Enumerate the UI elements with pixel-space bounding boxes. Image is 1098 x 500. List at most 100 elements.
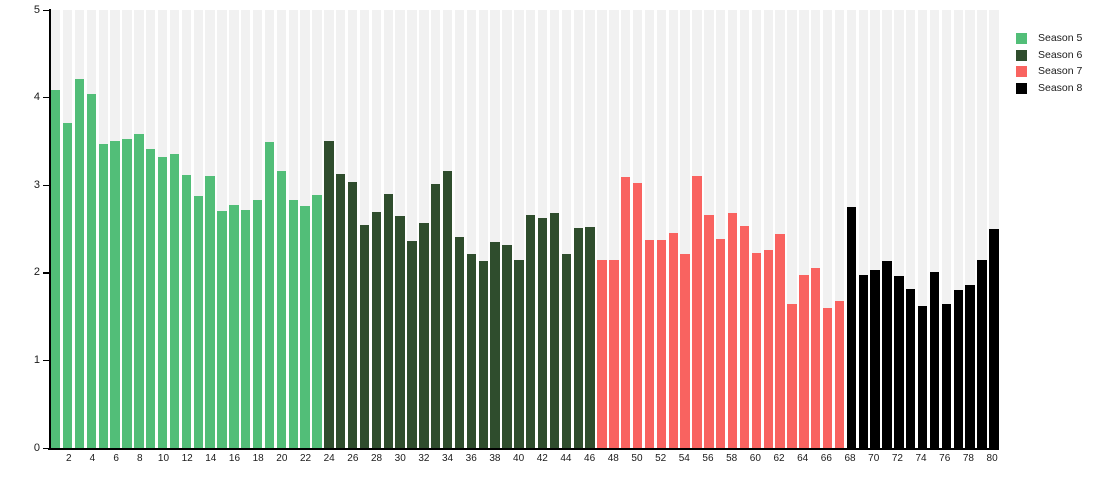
rating-bar-ep-22 (300, 206, 310, 448)
x-tick-label: 12 (181, 453, 193, 464)
legend-label: Season 6 (1038, 48, 1083, 61)
bar-slot (383, 10, 393, 448)
x-tick-label: 10 (157, 453, 170, 464)
rating-bar-ep-45 (573, 228, 583, 448)
rating-bar-ep-53 (668, 232, 678, 448)
y-tick-mark (43, 97, 49, 99)
bar-slot (609, 10, 619, 448)
bar-slot (549, 10, 560, 448)
bar-slot (668, 10, 678, 448)
y-tick-mark (43, 184, 49, 186)
bar-slot (395, 10, 405, 448)
rating-bar-ep-40 (514, 259, 524, 448)
rating-bar-ep-50 (632, 183, 643, 448)
x-tick-label: 60 (749, 453, 761, 464)
bar-slot (312, 10, 322, 448)
x-tick-label: 62 (773, 453, 785, 464)
bar-slot (205, 10, 215, 448)
bar-slot (526, 10, 536, 448)
bar-slot (882, 10, 892, 448)
y-tick-label: 4 (33, 91, 40, 104)
bar-slot (870, 10, 880, 448)
bar-slot (632, 10, 643, 448)
rating-bar-ep-36 (466, 254, 477, 448)
bar-slot (229, 10, 239, 448)
bar-slot (941, 10, 952, 448)
legend-label: Season 7 (1038, 65, 1083, 78)
bar-slot (122, 10, 132, 448)
rating-bar-ep-12 (181, 174, 192, 448)
rating-bar-ep-18 (252, 200, 263, 448)
legend-item-season-5: Season 5 (1016, 33, 1082, 45)
bar-slot (51, 10, 61, 448)
bar-slot (704, 10, 714, 448)
bar-slot (419, 10, 429, 448)
bar-slot (656, 10, 667, 448)
rating-bar-ep-26 (347, 181, 358, 448)
legend-item-season-6: Season 6 (1016, 48, 1083, 62)
bar-slot (858, 10, 868, 448)
bar-slot (834, 10, 845, 448)
rating-bar-ep-41 (526, 214, 536, 448)
x-tick-label: 42 (536, 453, 548, 464)
rating-bar-ep-2 (62, 123, 73, 448)
x-tick-label: 50 (631, 453, 643, 464)
bar-slot (561, 10, 572, 448)
rating-bar-ep-3 (74, 79, 85, 448)
bar-slot (264, 10, 275, 448)
bar-slot (466, 10, 477, 448)
legend-item-season-7: Season 7 (1016, 66, 1082, 78)
x-tick-label: 28 (370, 453, 383, 464)
rating-bar-ep-67 (834, 300, 845, 448)
bar-slot (775, 10, 785, 448)
x-tick-label: 46 (584, 453, 596, 464)
legend-item-season-8: Season 8 (1016, 81, 1083, 95)
bar-slot (989, 10, 999, 448)
bar-slot (929, 10, 940, 448)
y-tick-label: 0 (33, 441, 40, 454)
rating-bar-ep-1 (51, 89, 61, 448)
plot-area (51, 10, 999, 448)
rating-bar-ep-19 (264, 142, 275, 448)
bar-slot (217, 10, 227, 448)
rating-bar-ep-70 (870, 270, 880, 448)
rating-bar-ep-39 (502, 244, 512, 448)
rating-bar-ep-9 (146, 149, 156, 448)
x-tick-label: 66 (820, 453, 832, 464)
bar-slot (811, 10, 821, 448)
rating-bar-ep-58 (727, 213, 738, 448)
rating-bar-ep-37 (478, 261, 488, 448)
bar-slot (181, 10, 192, 448)
x-tick-label: 32 (418, 453, 430, 464)
rating-bar-ep-48 (609, 259, 619, 448)
bar-slot (110, 10, 120, 448)
rating-bar-ep-62 (775, 234, 785, 448)
y-axis-line (49, 9, 51, 449)
bar-slot (442, 10, 453, 448)
x-tick-label: 58 (726, 453, 738, 464)
rating-bar-ep-34 (442, 171, 453, 448)
season-8-swatch-icon (1016, 82, 1027, 94)
x-tick-label: 52 (655, 453, 667, 464)
x-tick-label: 78 (962, 453, 974, 464)
rating-bar-ep-63 (787, 304, 797, 448)
rating-bar-ep-51 (644, 239, 655, 448)
rating-bar-ep-72 (894, 276, 904, 448)
legend: Season 5 Season 6 Season 7 Season 8 (1016, 33, 1082, 99)
bar-slot (502, 10, 512, 448)
rating-bar-ep-7 (122, 138, 132, 448)
bar-slot (917, 10, 928, 448)
season-6-swatch-icon (1016, 49, 1027, 61)
bar-slot (727, 10, 738, 448)
bar-slot (169, 10, 180, 448)
rating-bar-ep-11 (169, 153, 180, 448)
bar-slot (621, 10, 631, 448)
x-tick-label: 38 (489, 453, 501, 464)
bar-slot (359, 10, 370, 448)
rating-bar-ep-24 (324, 141, 334, 448)
bar-slot (894, 10, 904, 448)
bar-slot (644, 10, 655, 448)
rating-bar-ep-5 (98, 144, 108, 448)
rating-bar-ep-32 (419, 222, 429, 448)
legend-label: Season 8 (1038, 81, 1083, 94)
